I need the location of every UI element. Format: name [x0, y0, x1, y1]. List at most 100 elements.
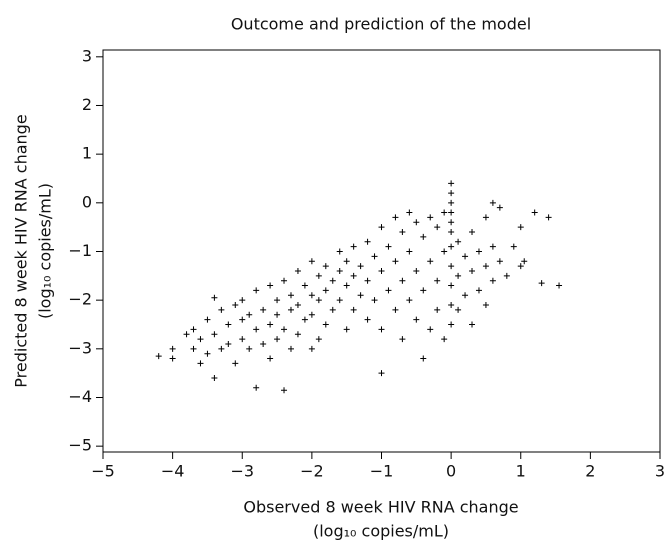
data-point: [211, 331, 218, 338]
data-point: [364, 316, 371, 323]
data-point: [475, 287, 482, 294]
data-point: [287, 292, 294, 299]
data-point: [225, 340, 232, 347]
x-tick-label: −4: [161, 462, 185, 481]
data-point: [378, 370, 385, 377]
y-tick-label: −5: [68, 436, 92, 455]
data-point: [392, 258, 399, 265]
data-point: [385, 243, 392, 250]
data-point: [392, 214, 399, 221]
data-point: [294, 331, 301, 338]
data-point: [204, 350, 211, 357]
data-point: [420, 233, 427, 240]
data-point: [294, 302, 301, 309]
data-point: [378, 326, 385, 333]
data-point: [469, 229, 476, 236]
data-point: [392, 306, 399, 313]
data-point: [448, 209, 455, 216]
data-point: [308, 292, 315, 299]
data-point: [469, 321, 476, 328]
data-point: [267, 321, 274, 328]
data-point: [322, 287, 329, 294]
data-point: [448, 219, 455, 226]
data-point: [211, 294, 218, 301]
data-point: [406, 248, 413, 255]
data-point: [246, 345, 253, 352]
y-axis-label: (log₁₀ copies/mL): [36, 183, 55, 319]
data-point: [232, 302, 239, 309]
y-axis-label: Predicted 8 week HIV RNA change: [12, 114, 31, 387]
data-point: [482, 302, 489, 309]
data-point: [510, 243, 517, 250]
data-point: [315, 297, 322, 304]
data-point: [448, 263, 455, 270]
data-point: [301, 282, 308, 289]
data-point: [357, 263, 364, 270]
data-point: [190, 326, 197, 333]
y-tick-label: −2: [68, 290, 92, 309]
data-point: [253, 326, 260, 333]
data-point: [469, 267, 476, 274]
data-point: [448, 180, 455, 187]
x-tick-label: 2: [585, 462, 595, 481]
data-point: [371, 253, 378, 260]
data-point: [197, 360, 204, 367]
data-point: [308, 258, 315, 265]
data-point: [399, 336, 406, 343]
data-point: [183, 331, 190, 338]
data-point: [427, 214, 434, 221]
data-point: [350, 243, 357, 250]
data-point: [441, 336, 448, 343]
x-tick-label: 1: [516, 462, 526, 481]
y-tick-label: −4: [68, 387, 92, 406]
data-point: [343, 258, 350, 265]
data-point: [517, 263, 524, 270]
data-point: [489, 243, 496, 250]
data-point: [455, 272, 462, 279]
data-point: [448, 190, 455, 197]
data-point: [503, 272, 510, 279]
data-point: [281, 387, 288, 394]
data-point: [329, 306, 336, 313]
data-point: [315, 272, 322, 279]
x-tick-label: 3: [655, 462, 665, 481]
data-point: [531, 209, 538, 216]
data-point: [350, 306, 357, 313]
data-point: [455, 306, 462, 313]
y-tick-label: −1: [68, 241, 92, 260]
data-point: [287, 345, 294, 352]
data-point: [357, 292, 364, 299]
data-point: [253, 287, 260, 294]
data-point: [350, 272, 357, 279]
plot-frame: [102, 49, 661, 453]
y-tick-label: 2: [82, 95, 92, 114]
data-point: [448, 321, 455, 328]
data-point: [545, 214, 552, 221]
data-point: [329, 277, 336, 284]
data-point: [482, 214, 489, 221]
data-point: [434, 306, 441, 313]
data-point: [413, 316, 420, 323]
y-tick-label: 3: [82, 46, 92, 65]
data-point: [301, 316, 308, 323]
data-point: [281, 326, 288, 333]
x-tick-label: −5: [91, 462, 115, 481]
data-point: [413, 267, 420, 274]
data-point: [556, 282, 563, 289]
y-tick-label: −3: [68, 338, 92, 357]
data-point: [336, 267, 343, 274]
data-point: [308, 345, 315, 352]
data-point: [294, 267, 301, 274]
data-point: [281, 277, 288, 284]
data-point: [420, 287, 427, 294]
data-point: [260, 306, 267, 313]
data-point: [287, 306, 294, 313]
x-axis-label: Observed 8 week HIV RNA change: [243, 498, 518, 517]
data-point: [239, 336, 246, 343]
data-point: [267, 282, 274, 289]
x-tick-label: −1: [370, 462, 394, 481]
chart-title: Outcome and prediction of the model: [231, 15, 531, 34]
y-tick-label: 1: [82, 144, 92, 163]
data-point: [371, 297, 378, 304]
